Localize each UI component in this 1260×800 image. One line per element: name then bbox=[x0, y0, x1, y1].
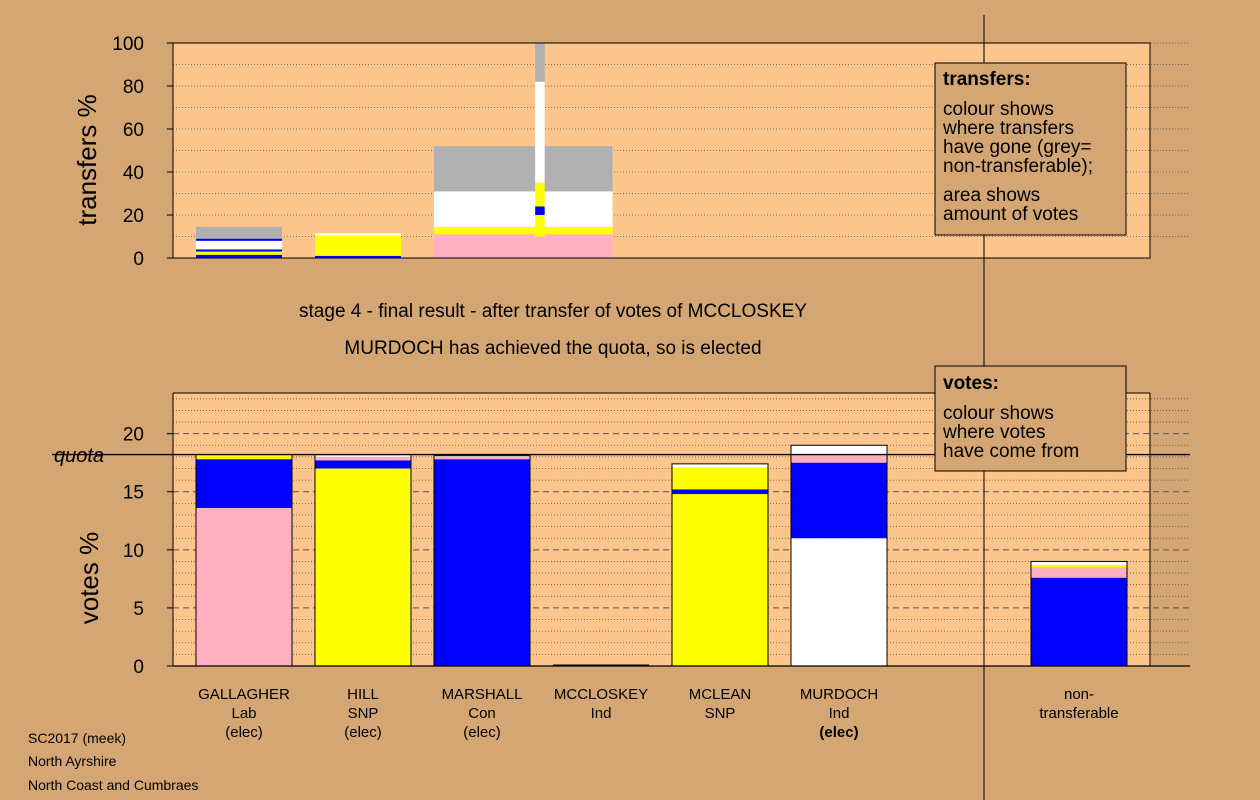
vote-bar-segment bbox=[196, 508, 292, 666]
candidate-party: Lab bbox=[231, 705, 256, 722]
vote-bar-segment bbox=[315, 454, 411, 457]
footer-ward: North Coast and Cumbraes bbox=[28, 777, 198, 793]
transfer-bar-segment bbox=[196, 254, 282, 258]
y-tick-label: 15 bbox=[123, 483, 144, 504]
y-tick-label: 20 bbox=[123, 206, 144, 227]
vote-bar-segment bbox=[434, 456, 530, 460]
vote-bar-segment bbox=[672, 494, 768, 666]
transfer-bar-segment bbox=[196, 249, 282, 252]
vote-bar-segment bbox=[672, 467, 768, 490]
y-tick-label: 20 bbox=[123, 425, 144, 446]
vote-bar-segment bbox=[672, 489, 768, 495]
vote-bar-segment bbox=[196, 455, 292, 460]
transfers-y-ticks: 0 20 40 60 80 100 bbox=[112, 34, 173, 270]
votes-legend-title: votes: bbox=[943, 373, 999, 394]
candidate-name: MURDOCH bbox=[800, 686, 878, 703]
vote-bar-segment bbox=[1031, 564, 1127, 568]
nontransferable-label: non- bbox=[1064, 686, 1094, 703]
candidate-status: (elec) bbox=[819, 724, 858, 741]
y-tick-label: 0 bbox=[133, 657, 144, 678]
candidate-name: HILL bbox=[347, 686, 379, 703]
candidate-party: SNP bbox=[348, 705, 379, 722]
votes-y-axis-label: votes % bbox=[74, 532, 104, 625]
y-tick-label: 10 bbox=[123, 541, 144, 562]
vote-bar-segment bbox=[1031, 567, 1127, 578]
transfer-bar-segment bbox=[535, 215, 545, 237]
vote-bar-segment bbox=[315, 456, 411, 461]
vote-bar-segment bbox=[315, 460, 411, 469]
votes-legend-line: where votes bbox=[942, 422, 1045, 443]
transfers-legend-line: have gone (grey= bbox=[943, 137, 1091, 158]
vote-bar-segment bbox=[791, 462, 887, 539]
transfers-legend-line: non-transferable); bbox=[943, 156, 1093, 177]
vote-bar-segment bbox=[791, 445, 887, 455]
vote-bar-segment bbox=[1031, 561, 1127, 565]
candidate-name: MCLEAN bbox=[689, 686, 752, 703]
y-tick-label: 5 bbox=[133, 599, 144, 620]
vote-bar-segment bbox=[434, 455, 530, 457]
votes-y-ticks: 0 5 10 15 20 bbox=[123, 425, 173, 678]
transfer-bar-segment bbox=[535, 81, 545, 183]
transfers-legend-line: amount of votes bbox=[943, 204, 1078, 225]
vote-bar-segment bbox=[791, 538, 887, 666]
transfers-legend-line: where transfers bbox=[942, 118, 1074, 139]
votes-chart: quota 0 5 10 15 20 votes % GALLAGHER Lab (elec… bbox=[52, 392, 1190, 741]
candidate-party: Con bbox=[468, 705, 496, 722]
transfers-legend: transfers: colour shows where transfers … bbox=[934, 62, 1127, 236]
transfer-bar-segment bbox=[196, 238, 282, 241]
y-tick-label: 100 bbox=[112, 34, 144, 55]
stage-caption: stage 4 - final result - after transfer … bbox=[299, 301, 807, 322]
vote-bar-segment bbox=[315, 468, 411, 666]
transfers-plot-frame bbox=[172, 42, 1151, 259]
y-tick-label: 40 bbox=[123, 163, 144, 184]
transfer-bar-segment bbox=[434, 191, 613, 227]
transfers-legend-title: transfers: bbox=[943, 69, 1031, 90]
candidate-status: (elec) bbox=[463, 724, 501, 741]
candidate-status: (elec) bbox=[344, 724, 382, 741]
transfer-bar-segment bbox=[315, 235, 401, 256]
transfer-bar-segment bbox=[196, 226, 282, 239]
candidate-status: (elec) bbox=[225, 724, 263, 741]
candidate-name: MARSHALL bbox=[442, 686, 523, 703]
result-caption: MURDOCH has achieved the quota, so is el… bbox=[344, 338, 761, 359]
transfer-bar-segment bbox=[535, 206, 545, 215]
transfer-bar-segment bbox=[196, 240, 282, 250]
transfer-bar-segment bbox=[315, 233, 401, 236]
votes-legend-line: have come from bbox=[943, 441, 1079, 462]
vote-bar-segment bbox=[672, 463, 768, 468]
candidate-name: MCCLOSKEY bbox=[554, 686, 648, 703]
vote-bar-segment bbox=[434, 459, 530, 666]
transfer-bar-segment bbox=[535, 182, 545, 207]
votes-legend: votes: colour shows where votes have com… bbox=[934, 365, 1127, 472]
footer-council: North Ayrshire bbox=[28, 753, 117, 769]
vote-bar-segment bbox=[196, 459, 292, 509]
votes-bars bbox=[195, 444, 1128, 667]
candidate-party: SNP bbox=[705, 705, 736, 722]
vote-bar-segment bbox=[791, 454, 887, 463]
transfer-bar-segment bbox=[535, 43, 545, 82]
transfer-bar-segment bbox=[434, 234, 613, 258]
candidate-labels: GALLAGHER Lab (elec) HILL SNP (elec) MARSHALL C… bbox=[198, 686, 1118, 741]
transfer-bar-segment bbox=[535, 236, 545, 258]
transfers-y-axis-label: transfers % bbox=[72, 94, 102, 226]
candidate-party: Ind bbox=[591, 705, 612, 722]
transfers-legend-line: colour shows bbox=[943, 99, 1054, 120]
y-tick-label: 0 bbox=[133, 249, 144, 270]
y-tick-label: 60 bbox=[123, 120, 144, 141]
transfers-bars bbox=[196, 43, 613, 258]
transfer-bar-segment bbox=[434, 226, 613, 235]
candidate-party: Ind bbox=[829, 705, 850, 722]
transfers-legend-line: area shows bbox=[943, 185, 1040, 206]
y-tick-label: 80 bbox=[123, 77, 144, 98]
vote-bar-segment bbox=[1031, 577, 1127, 666]
nontransferable-label: transferable bbox=[1039, 705, 1118, 722]
transfer-bar-segment bbox=[315, 255, 401, 258]
votes-legend-line: colour shows bbox=[943, 403, 1054, 424]
quota-label: quota bbox=[54, 445, 104, 467]
footer-source: SC2017 (meek) bbox=[28, 730, 126, 746]
transfer-bar-segment bbox=[196, 251, 282, 255]
transfer-bar-segment bbox=[434, 146, 613, 192]
candidate-name: GALLAGHER bbox=[198, 686, 290, 703]
